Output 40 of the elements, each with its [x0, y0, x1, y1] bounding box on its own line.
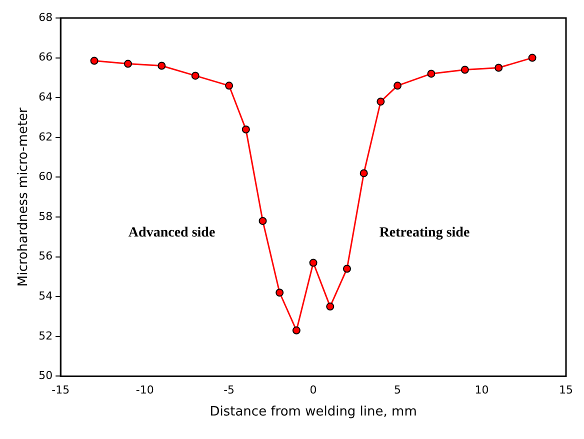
point	[394, 82, 402, 90]
y-tick-label: 60	[38, 170, 53, 184]
y-tick-label: 68	[38, 10, 53, 24]
y-tick-label: 56	[38, 250, 53, 263]
point	[360, 169, 368, 178]
point	[427, 70, 436, 78]
point	[225, 82, 234, 90]
point	[376, 98, 385, 106]
x-tick-label: 0	[310, 384, 317, 397]
point	[342, 264, 351, 273]
y-tick-label: 58	[38, 210, 53, 223]
x-axis-title: Distance from welding line, mm	[210, 404, 417, 420]
y-tick-label: 50	[38, 369, 53, 382]
point	[124, 60, 132, 68]
point	[258, 216, 267, 225]
y-tick-label: 54	[38, 289, 53, 302]
point	[242, 125, 250, 134]
point	[528, 54, 536, 62]
point	[191, 72, 200, 80]
x-tick-label: -10	[136, 384, 154, 397]
y-axis-title: Microhardness micro-meter	[16, 106, 32, 287]
x-tick-label: -5	[224, 384, 235, 397]
x-tick-label: -15	[52, 384, 70, 397]
point	[494, 64, 503, 72]
point	[276, 288, 284, 297]
point	[460, 66, 469, 74]
point	[158, 62, 166, 70]
x-tick-label: 10	[474, 384, 489, 397]
x-tick-label: 5	[394, 384, 402, 397]
x-tick-label: 15	[559, 384, 573, 397]
annotation: Advanced side	[128, 226, 216, 241]
point	[90, 56, 98, 65]
annotation: Retreating side	[379, 226, 470, 241]
point	[309, 258, 318, 267]
y-tick-label: 64	[38, 90, 53, 104]
point	[292, 326, 300, 334]
point	[326, 302, 334, 311]
y-tick-label: 66	[38, 50, 53, 64]
y-tick-label: 62	[38, 130, 53, 144]
y-tick-label: 52	[38, 329, 53, 342]
